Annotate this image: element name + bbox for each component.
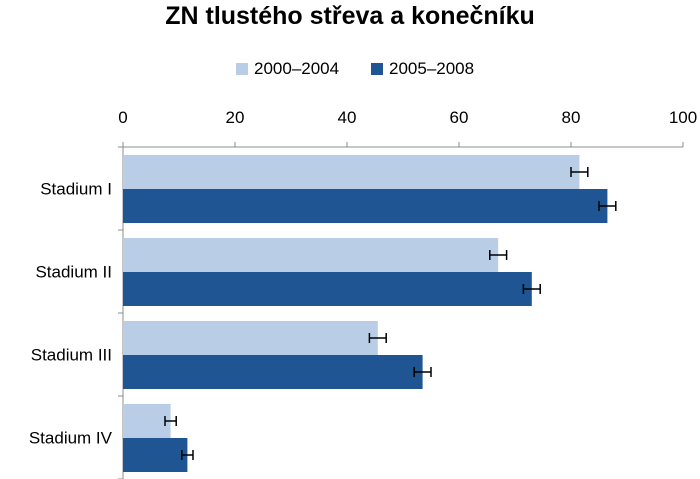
x-tick-label-0: 0 [118,108,127,127]
x-tick-label-4: 80 [562,108,581,127]
legend-swatch-series-2 [371,63,383,75]
legend-item-series-1: 2000–2004 [236,59,339,79]
legend-item-series-2: 2005–2008 [371,59,474,79]
category-label-3: Stadium III [31,346,112,365]
legend: 2000–2004 2005–2008 [0,59,700,81]
x-tick-label-2: 40 [338,108,357,127]
bar-1-1 [123,155,580,189]
x-tick-label-1: 20 [226,108,245,127]
legend-swatch-series-1 [236,63,248,75]
bar-2-1 [123,189,608,223]
chart-title: ZN tlustého střeva a konečníku [165,2,535,30]
category-label-2: Stadium II [35,263,112,282]
category-label-1: Stadium I [40,180,112,199]
bar-2-3 [123,355,423,389]
x-tick-label-3: 60 [450,108,469,127]
category-label-4: Stadium IV [29,429,113,448]
bar-1-3 [123,321,378,355]
bar-1-2 [123,238,499,272]
bar-1-4 [123,404,171,438]
bar-2-2 [123,272,532,306]
legend-label-series-1: 2000–2004 [254,59,340,78]
bar-2-4 [123,438,188,472]
x-tick-label-5: 100 [669,108,697,127]
legend-label-series-2: 2005–2008 [389,59,475,78]
